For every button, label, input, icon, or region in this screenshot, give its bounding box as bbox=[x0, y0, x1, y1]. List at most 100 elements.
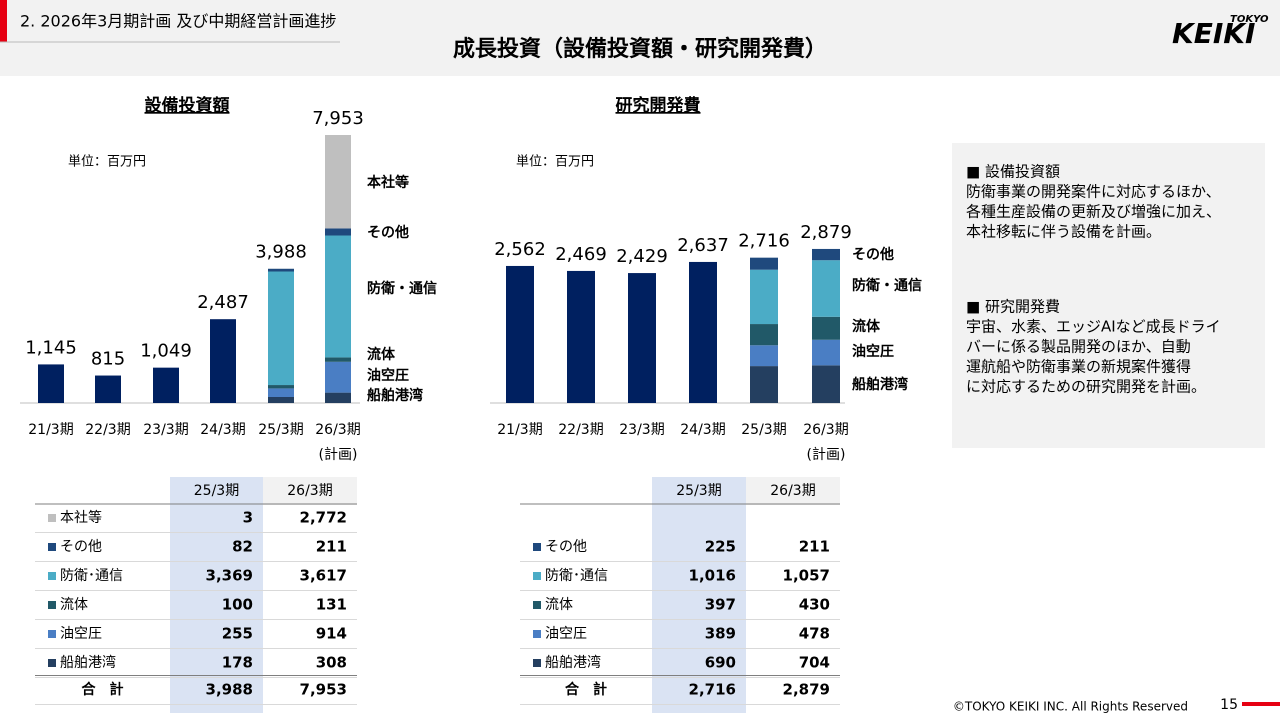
row-label: 流体 bbox=[545, 597, 573, 613]
cell: 3,369 bbox=[206, 567, 253, 585]
bar-segment bbox=[268, 385, 294, 389]
cell: 478 bbox=[799, 625, 830, 643]
bar bbox=[567, 270, 595, 403]
table-header: 26/3期 bbox=[770, 483, 815, 499]
bar bbox=[628, 273, 656, 403]
column-shade bbox=[652, 477, 746, 713]
series-label: 油空圧 bbox=[852, 343, 894, 360]
total-label: 2,562 bbox=[494, 239, 546, 260]
total-label: 2,637 bbox=[677, 235, 729, 256]
cell: 389 bbox=[705, 625, 736, 643]
x-tick-label: 25/3期 bbox=[258, 422, 303, 438]
total-label: 815 bbox=[91, 349, 125, 370]
note-box bbox=[952, 143, 1265, 448]
note-line: 防衛事業の開発案件に対応するほか、 bbox=[966, 183, 1221, 201]
row-label: 本社等 bbox=[60, 509, 102, 526]
bar-segment bbox=[268, 271, 294, 386]
row-label: 油空圧 bbox=[545, 626, 587, 642]
note-line: 運航船や防衛事業の新規案件獲得 bbox=[966, 358, 1191, 376]
total-cell: 2,879 bbox=[783, 681, 830, 699]
bar-segment bbox=[812, 260, 840, 317]
row-swatch bbox=[533, 543, 541, 551]
unit-label: 単位：百万円 bbox=[516, 154, 594, 170]
cell: 308 bbox=[316, 654, 347, 672]
bar-segment bbox=[325, 361, 351, 393]
total-label: 2,487 bbox=[197, 292, 249, 313]
series-label: 流体 bbox=[367, 346, 396, 363]
header-shade bbox=[746, 477, 840, 505]
table-header: 26/3期 bbox=[287, 483, 332, 499]
row-label: 船舶港湾 bbox=[545, 654, 601, 671]
bar-segment bbox=[325, 235, 351, 358]
total-label: 2,429 bbox=[616, 246, 668, 267]
row-swatch bbox=[48, 630, 56, 638]
row-swatch bbox=[533, 659, 541, 667]
x-tick-label: 24/3期 bbox=[200, 422, 245, 438]
series-label: 防衛・通信 bbox=[367, 280, 437, 297]
cell: 225 bbox=[705, 538, 736, 556]
row-label: 防衛･通信 bbox=[60, 568, 123, 584]
x-tick-label: 24/3期 bbox=[680, 422, 725, 438]
bar-segment bbox=[750, 345, 778, 367]
copyright: ©TOKYO KEIKI INC. All Rights Reserved bbox=[953, 700, 1188, 714]
column-shade bbox=[170, 477, 263, 713]
x-tick-label: 22/3期 bbox=[85, 422, 130, 438]
header-shade bbox=[263, 477, 357, 505]
footer-accent bbox=[1242, 702, 1280, 706]
total-row-label: 合 計 bbox=[82, 681, 124, 698]
x-tick-label: 22/3期 bbox=[558, 422, 603, 438]
table-header: 25/3期 bbox=[676, 483, 721, 499]
cell: 430 bbox=[799, 596, 830, 614]
note-line: 宇宙、水素、エッジAIなど成長ドライ bbox=[966, 318, 1221, 336]
total-label: 3,988 bbox=[255, 242, 307, 263]
series-label: その他 bbox=[852, 246, 894, 263]
bar-segment bbox=[812, 339, 840, 366]
category-note: (計画) bbox=[807, 447, 846, 463]
cell: 82 bbox=[232, 538, 253, 556]
bar bbox=[506, 265, 534, 403]
x-tick-label: 26/3期 bbox=[803, 422, 848, 438]
table-header: 25/3期 bbox=[194, 483, 239, 499]
bar-segment bbox=[750, 257, 778, 270]
cell: 211 bbox=[799, 538, 830, 556]
row-label: その他 bbox=[545, 539, 587, 555]
bar bbox=[210, 319, 236, 403]
series-label: 本社等 bbox=[367, 174, 409, 191]
note-line: バーに係る製品開発のほか、自動 bbox=[966, 338, 1191, 356]
header-accent bbox=[0, 0, 7, 42]
note-line: に対応するための研究開発を計画。 bbox=[966, 378, 1206, 396]
bar-segment bbox=[812, 248, 840, 261]
note-heading: ■ 設備投資額 bbox=[966, 163, 1060, 181]
header-band bbox=[0, 0, 1280, 76]
row-swatch bbox=[48, 543, 56, 551]
series-label: 船舶港湾 bbox=[367, 387, 423, 404]
chart-title: 設備投資額 bbox=[145, 95, 230, 116]
cell: 1,016 bbox=[689, 567, 736, 585]
x-tick-label: 25/3期 bbox=[741, 422, 786, 438]
row-label: 流体 bbox=[60, 597, 88, 613]
bar-segment bbox=[325, 135, 351, 229]
x-tick-label: 23/3期 bbox=[143, 422, 188, 438]
row-swatch bbox=[533, 601, 541, 609]
cell: 211 bbox=[316, 538, 347, 556]
slide-title: 成長投資（設備投資額・研究開発費） bbox=[453, 36, 827, 62]
x-tick-label: 26/3期 bbox=[315, 422, 360, 438]
total-label: 1,049 bbox=[140, 341, 192, 362]
bar-segment bbox=[750, 269, 778, 325]
bar bbox=[95, 375, 121, 403]
cell: 2,772 bbox=[300, 509, 347, 527]
total-row-label: 合 計 bbox=[565, 681, 607, 698]
bar-segment bbox=[325, 357, 351, 362]
bar-segment bbox=[750, 324, 778, 346]
note-line: 各種生産設備の更新及び増強に加え、 bbox=[966, 203, 1221, 221]
series-label: 船舶港湾 bbox=[852, 376, 908, 393]
logo-small: TOKYO bbox=[1230, 14, 1269, 25]
bar-segment bbox=[268, 397, 294, 403]
total-cell: 2,716 bbox=[689, 681, 736, 699]
x-tick-label: 21/3期 bbox=[497, 422, 542, 438]
bar-segment bbox=[325, 392, 351, 403]
note-line: 本社移転に伴う設備を計画。 bbox=[966, 223, 1161, 241]
total-label: 2,716 bbox=[738, 231, 790, 252]
total-label: 2,879 bbox=[800, 222, 852, 243]
